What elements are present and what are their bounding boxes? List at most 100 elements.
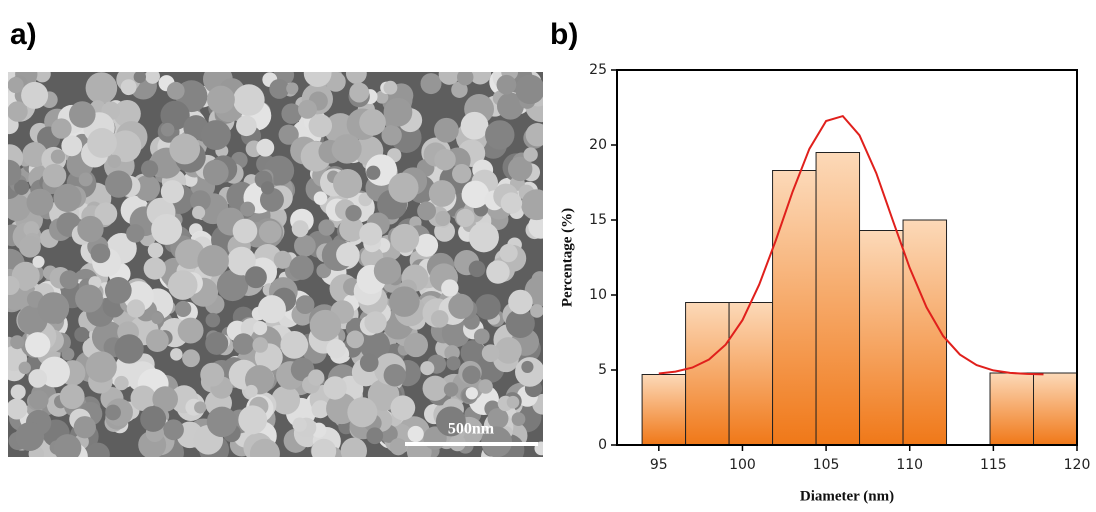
grain — [145, 69, 160, 84]
grain — [280, 331, 308, 359]
grain — [462, 181, 489, 208]
bar — [990, 373, 1033, 445]
grain — [318, 219, 334, 235]
grain — [274, 251, 292, 269]
grain — [233, 333, 254, 354]
grain — [141, 160, 158, 177]
x-tick-label: 100 — [729, 457, 756, 473]
grain — [61, 135, 82, 156]
grain — [233, 84, 265, 116]
grain — [140, 406, 166, 432]
sem-image — [0, 59, 557, 470]
y-tick-label: 20 — [589, 137, 607, 153]
grain — [482, 344, 500, 362]
grain — [469, 260, 486, 277]
grain — [332, 137, 356, 161]
grain — [28, 369, 47, 388]
y-tick-label: 25 — [589, 62, 607, 78]
grain — [501, 192, 522, 213]
grain — [134, 71, 146, 83]
x-tick-label: 115 — [980, 457, 1007, 473]
bar — [1034, 373, 1077, 445]
grain — [27, 189, 54, 216]
grain — [151, 214, 182, 245]
grain — [308, 369, 324, 385]
grain — [197, 245, 229, 277]
grain — [29, 390, 49, 410]
grain — [253, 321, 267, 335]
grain — [526, 123, 549, 146]
grain — [452, 164, 471, 183]
grain — [512, 412, 526, 426]
grain — [258, 295, 286, 323]
grain — [474, 328, 490, 344]
grain — [341, 438, 367, 464]
grain — [314, 191, 328, 205]
bar — [686, 303, 729, 446]
grain — [32, 256, 44, 268]
grain — [466, 387, 478, 399]
grain — [417, 202, 436, 221]
grain — [346, 63, 367, 84]
grain — [497, 75, 517, 95]
grain — [434, 149, 456, 171]
grain — [79, 172, 93, 186]
bar — [642, 375, 685, 446]
grain — [530, 304, 544, 318]
grain — [345, 205, 361, 221]
grain — [245, 266, 267, 288]
grain — [74, 327, 89, 342]
bar — [729, 303, 772, 446]
grain — [15, 422, 44, 451]
grain — [148, 243, 164, 259]
grain — [114, 376, 128, 390]
y-tick-label: 5 — [598, 362, 607, 378]
grain — [238, 405, 267, 434]
grain — [309, 114, 332, 137]
grain — [349, 83, 369, 103]
bar — [816, 153, 859, 446]
grain — [207, 86, 235, 114]
grain — [200, 363, 224, 387]
grain — [170, 348, 183, 361]
grain — [175, 301, 191, 317]
grain — [233, 219, 258, 244]
grain — [3, 194, 30, 221]
grain — [292, 417, 306, 431]
y-tick-label: 10 — [589, 287, 607, 303]
grain — [74, 416, 96, 438]
grain — [19, 236, 41, 258]
grain — [178, 318, 204, 344]
grain — [105, 277, 132, 304]
x-tick-label: 110 — [896, 457, 923, 473]
grain — [486, 260, 509, 283]
grain — [326, 339, 346, 359]
grain — [86, 351, 117, 382]
grain — [456, 209, 474, 227]
grain — [182, 349, 200, 367]
grain — [289, 255, 313, 279]
x-tick-label: 120 — [1064, 457, 1091, 473]
grain — [521, 189, 552, 220]
grain — [53, 184, 81, 212]
y-tick-label: 15 — [589, 212, 607, 228]
bar — [773, 171, 816, 446]
grain — [508, 290, 533, 315]
grain — [69, 101, 96, 128]
x-tick-label: 105 — [813, 457, 840, 473]
grain — [87, 128, 117, 158]
grain — [203, 160, 229, 186]
grain — [286, 82, 298, 94]
grain — [8, 77, 24, 93]
grain — [384, 364, 406, 386]
grain — [434, 118, 459, 143]
grain — [144, 257, 166, 279]
grain — [420, 361, 434, 375]
grain — [271, 386, 300, 415]
x-axis-title: Diameter (nm) — [800, 488, 894, 504]
grain — [336, 243, 359, 266]
grain — [161, 180, 184, 203]
grain — [207, 407, 237, 437]
grain — [25, 332, 50, 357]
grain — [364, 311, 386, 333]
